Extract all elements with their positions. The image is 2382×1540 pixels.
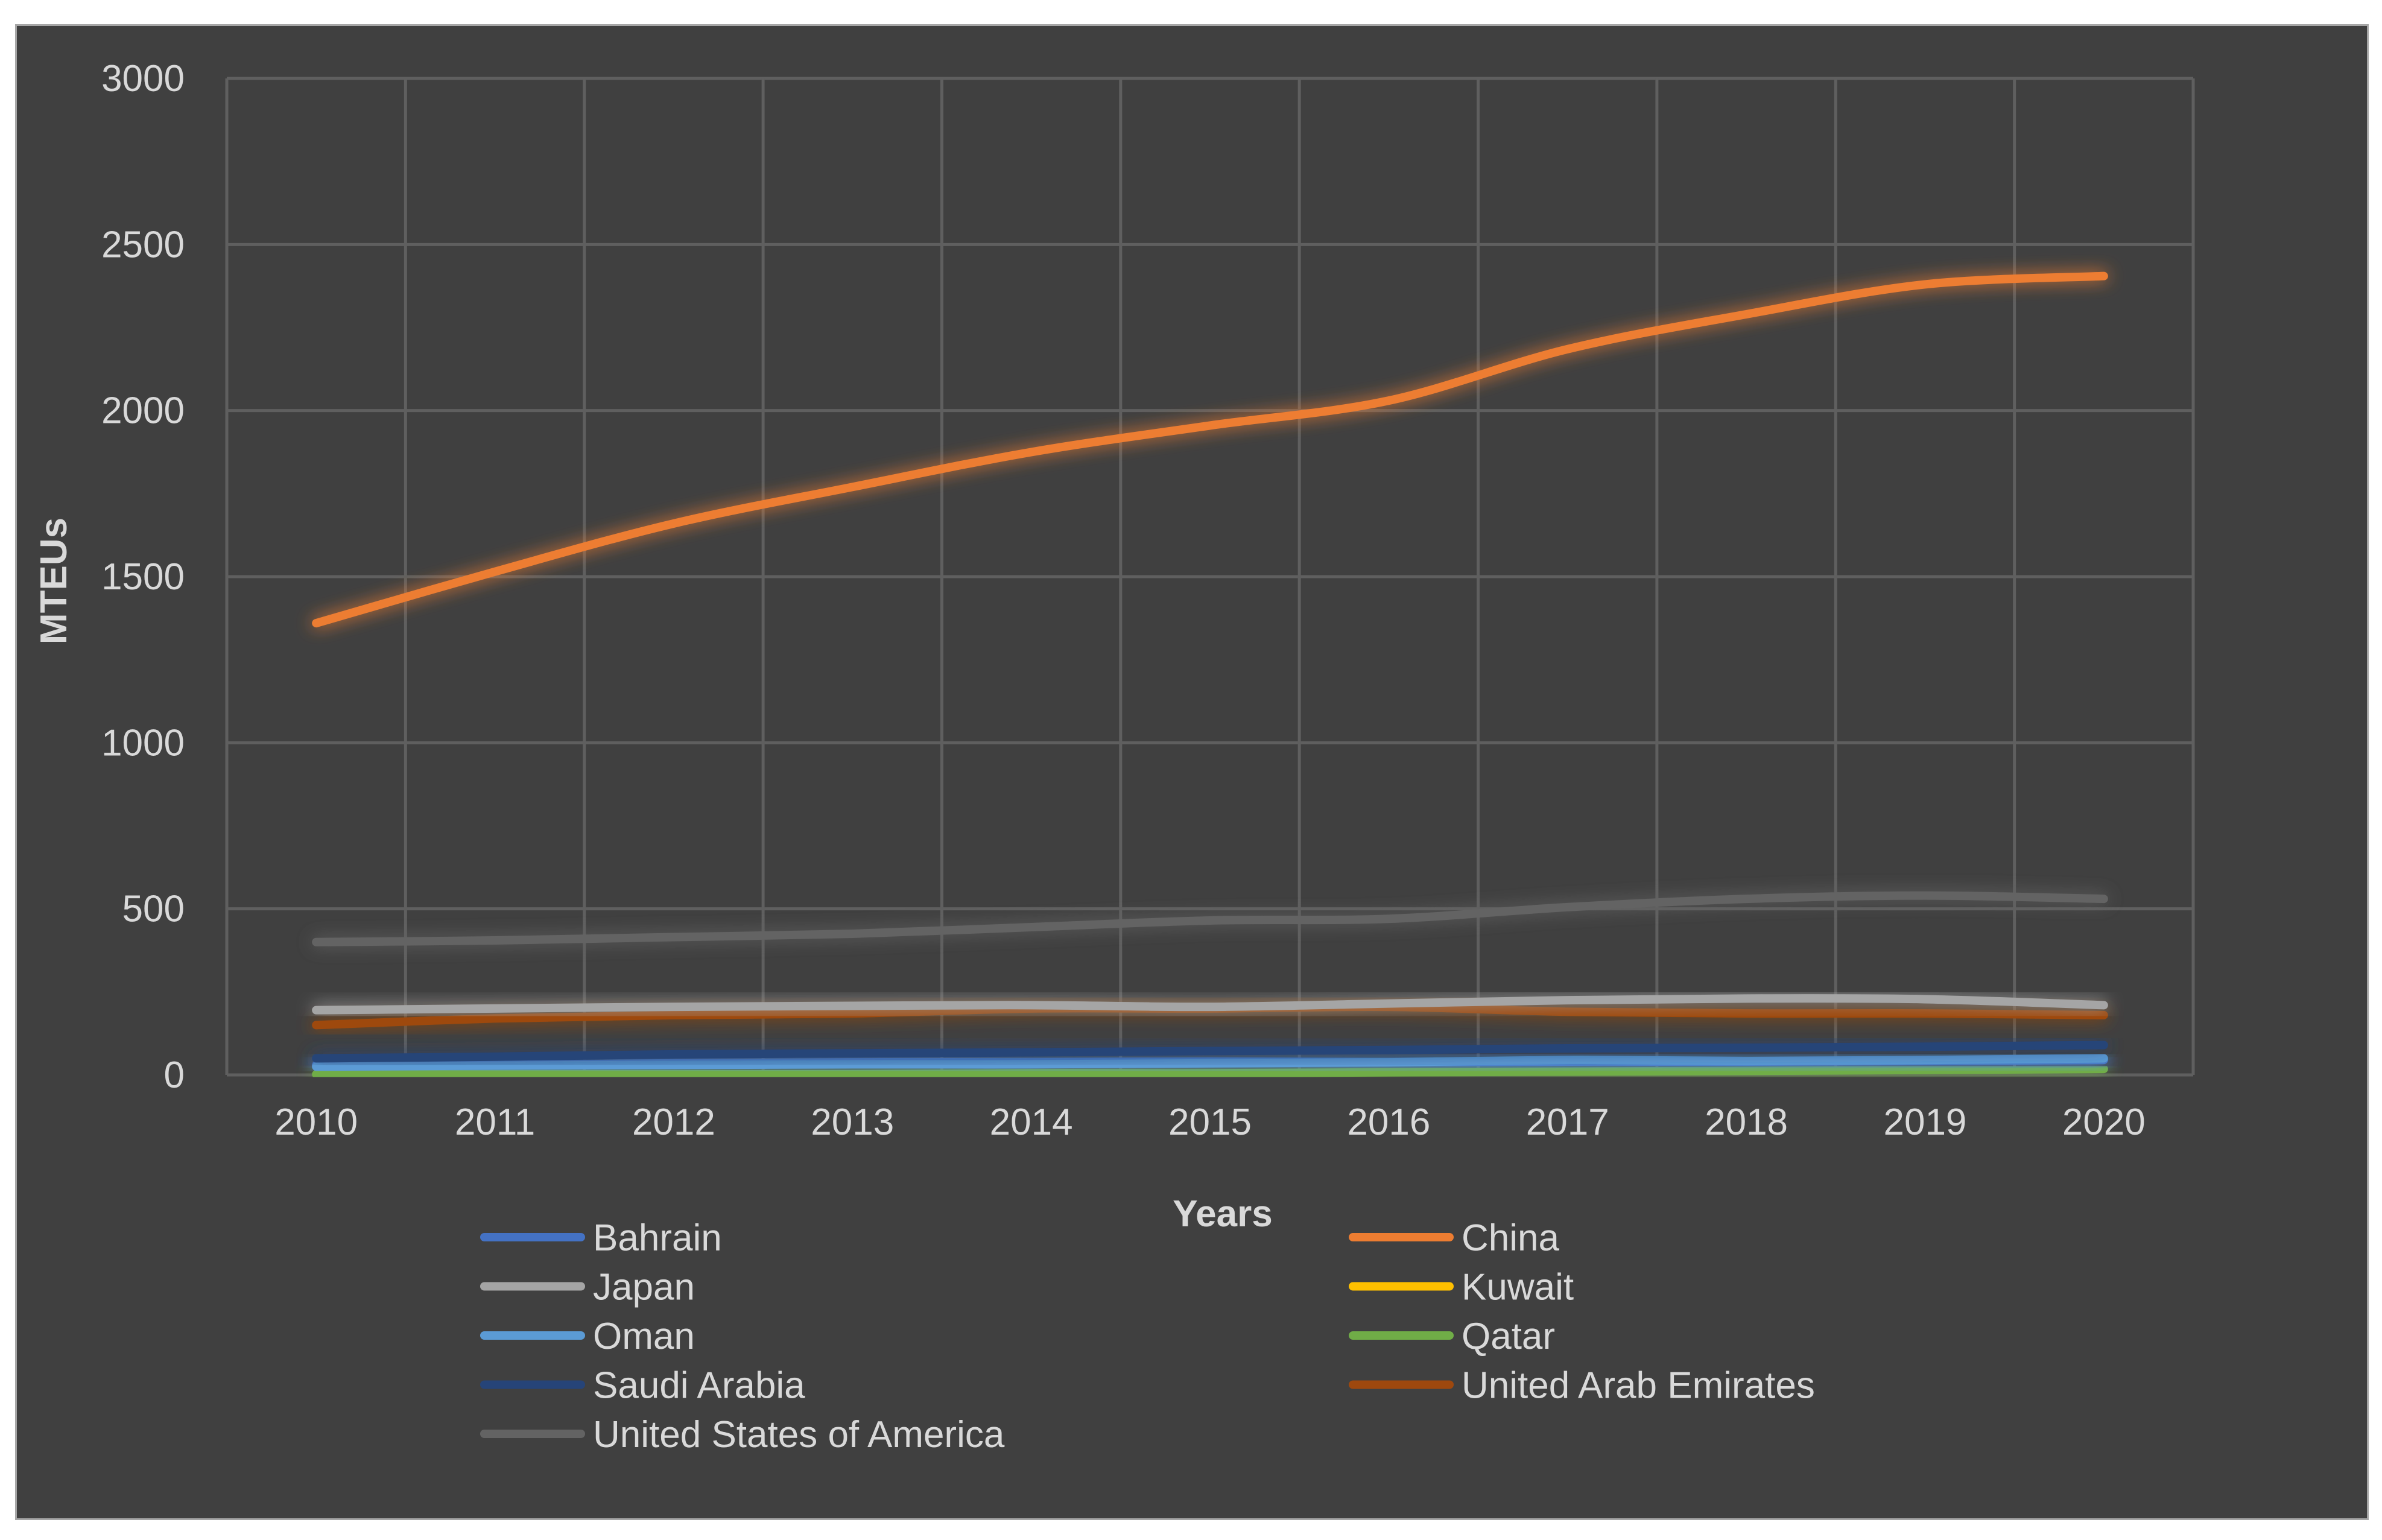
x-axis-title: Years [1173, 1193, 1273, 1235]
x-tick-label: 2012 [632, 1101, 715, 1143]
x-tick-label: 2018 [1705, 1101, 1788, 1143]
y-tick-label: 1000 [101, 722, 185, 764]
y-axis-title: MTEUs [33, 518, 75, 644]
legend-label: Saudi Arabia [593, 1365, 805, 1407]
y-tick-label: 3000 [101, 58, 185, 100]
series-line-japan [312, 994, 2108, 1015]
series-line-saudi-arabia [312, 1041, 2108, 1063]
legend-item: United States of America [480, 1414, 1005, 1456]
legend-label: Kuwait [1462, 1267, 1574, 1308]
legend: Bahrain China Japan Kuwait Oman Qatar Saudi Ar… [480, 1217, 1815, 1456]
x-tick-label: 2015 [1168, 1101, 1252, 1143]
legend-label: United States of America [593, 1414, 1005, 1456]
y-tick-label: 2500 [101, 224, 185, 265]
legend-item: China [1349, 1217, 1560, 1259]
legend-item: Kuwait [1349, 1267, 1574, 1308]
y-tick-label: 1500 [101, 556, 185, 598]
chart-frame: 0 500 1000 1500 2000 2500 3000 2010 2011 2012 201… [15, 24, 2369, 1520]
legend-item: Bahrain [480, 1217, 722, 1259]
legend-item: Oman [480, 1316, 695, 1357]
y-axis-ticks: 0 500 1000 1500 2000 2500 3000 [101, 58, 185, 1096]
gridlines [225, 77, 2195, 1077]
x-tick-label: 2011 [455, 1101, 535, 1143]
x-tick-label: 2019 [1883, 1101, 1966, 1143]
legend-item: Saudi Arabia [480, 1365, 805, 1407]
series-line-china [312, 271, 2108, 628]
legend-label: Qatar [1462, 1316, 1555, 1357]
x-tick-label: 2020 [2062, 1101, 2146, 1143]
x-tick-label: 2016 [1347, 1101, 1430, 1143]
y-tick-label: 0 [164, 1054, 185, 1096]
y-tick-label: 2000 [101, 390, 185, 432]
legend-label: Bahrain [593, 1217, 722, 1259]
x-tick-label: 2010 [274, 1101, 358, 1143]
legend-label: United Arab Emirates [1462, 1365, 1815, 1407]
legend-label: Oman [593, 1316, 695, 1357]
x-tick-label: 2013 [811, 1101, 894, 1143]
x-axis-ticks: 2010 2011 2012 2013 2014 2015 2016 2017 2018 2019… [274, 1101, 2146, 1143]
x-tick-label: 2017 [1526, 1101, 1609, 1143]
series-line-oman [312, 1054, 2108, 1071]
x-tick-label: 2014 [990, 1101, 1073, 1143]
legend-label: Japan [593, 1267, 695, 1308]
series-line-qatar [312, 1065, 2108, 1079]
series-lines [312, 271, 2108, 1079]
series-line-united-states-of-america [312, 891, 2108, 946]
legend-item: Qatar [1349, 1316, 1555, 1357]
legend-label: China [1462, 1217, 1560, 1259]
y-tick-label: 500 [122, 889, 185, 930]
legend-item: United Arab Emirates [1349, 1365, 1815, 1407]
legend-item: Japan [480, 1267, 695, 1308]
